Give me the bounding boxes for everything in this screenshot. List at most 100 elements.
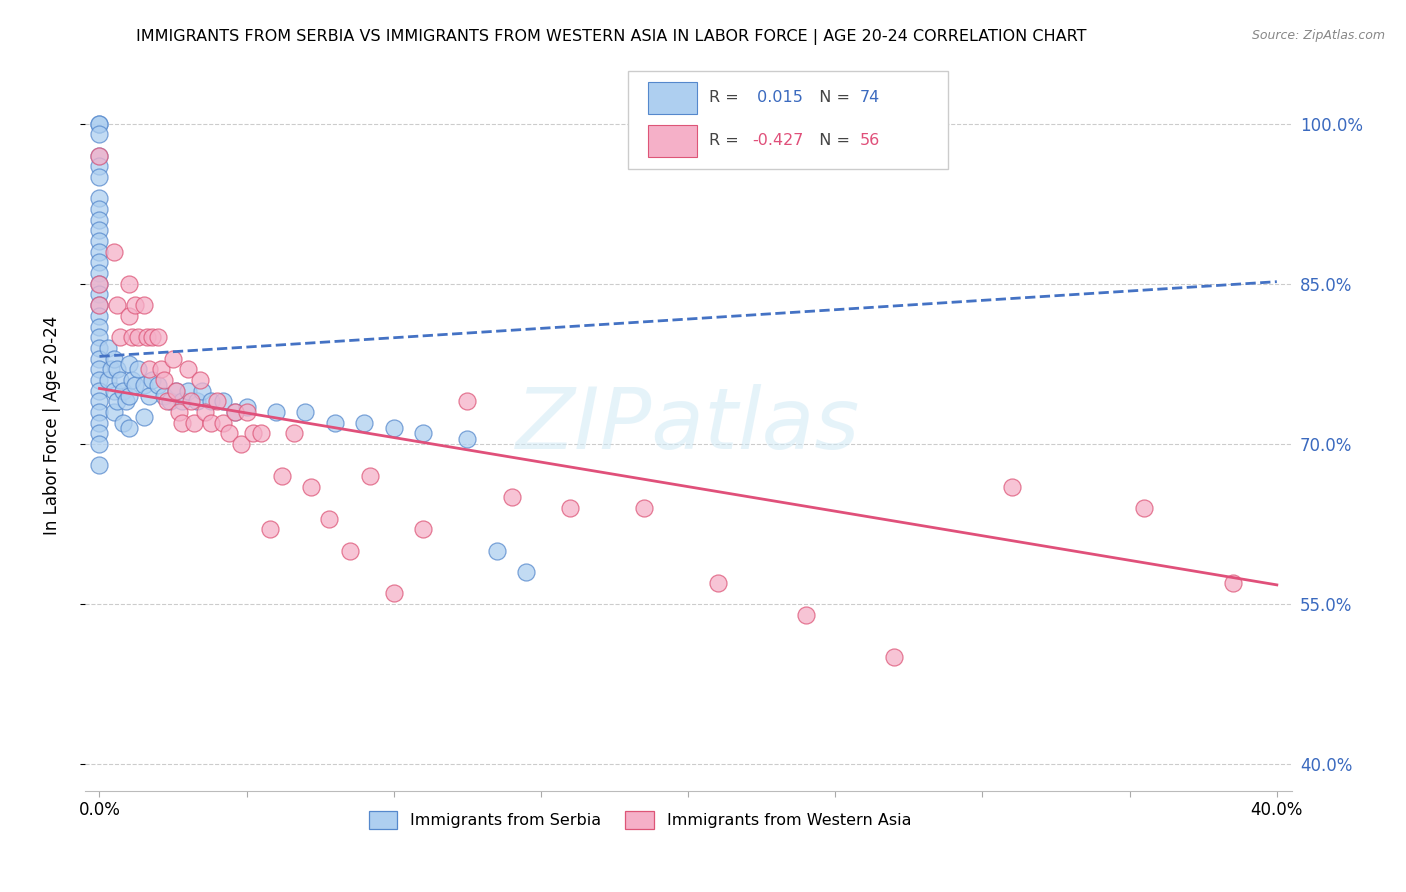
Point [165,384,187,398]
Point [115,394,138,409]
Point [135,330,157,344]
Point [124,298,146,312]
Point [89,191,111,205]
Point [127,362,149,376]
Point [89,266,111,280]
Point [132,410,155,425]
Point [89,277,111,291]
Point [318,511,340,525]
Point [89,223,111,237]
Point [271,469,294,483]
Point [89,234,111,248]
Point [299,480,322,494]
Text: 74: 74 [859,90,880,105]
Point [138,389,160,403]
Point [229,437,252,451]
Point [180,394,202,409]
Point [339,543,361,558]
Text: N =: N = [808,134,855,148]
Point [89,341,111,355]
Point [165,384,187,398]
Point [89,309,111,323]
Point [105,394,128,409]
Point [118,309,141,323]
Point [89,373,111,387]
Point [412,426,434,441]
Point [103,351,125,366]
Point [456,432,478,446]
Point [194,405,217,419]
Point [141,330,163,344]
Text: N =: N = [808,90,855,105]
Point [124,378,146,392]
Point [105,362,128,376]
Point [212,416,235,430]
Point [103,244,125,259]
Text: Source: ZipAtlas.com: Source: ZipAtlas.com [1251,29,1385,42]
Point [515,565,537,579]
Point [188,373,211,387]
Point [89,128,111,142]
Point [132,378,155,392]
Point [186,394,208,409]
Point [170,394,193,409]
Point [141,373,163,387]
Text: R =: R = [709,90,744,105]
Point [111,416,134,430]
Point [100,362,122,376]
Point [224,405,246,419]
Point [89,351,111,366]
Point [170,416,193,430]
Point [200,394,222,409]
Point [97,373,120,387]
Point [212,394,235,409]
Point [121,330,143,344]
Point [1133,501,1156,516]
Point [218,426,240,441]
Point [560,501,582,516]
Point [89,458,111,473]
Point [382,421,405,435]
Point [200,416,222,430]
Point [108,373,131,387]
Point [97,341,120,355]
Point [89,169,111,184]
Point [89,160,111,174]
Point [89,394,111,409]
Point [89,330,111,344]
Point [250,426,273,441]
Point [89,202,111,216]
Point [89,244,111,259]
Point [191,384,214,398]
Point [89,298,111,312]
Point [242,426,264,441]
Point [89,149,111,163]
Point [89,287,111,301]
Legend: Immigrants from Serbia, Immigrants from Western Asia: Immigrants from Serbia, Immigrants from … [363,805,918,836]
Point [103,384,125,398]
Point [153,373,176,387]
Point [294,405,316,419]
Y-axis label: In Labor Force | Age 20-24: In Labor Force | Age 20-24 [44,316,60,535]
Point [456,394,478,409]
Point [89,277,111,291]
Point [264,405,287,419]
Point [105,298,128,312]
Point [118,277,141,291]
Point [103,405,125,419]
Point [205,394,228,409]
Point [127,330,149,344]
Point [706,575,728,590]
Point [177,384,200,398]
Text: 56: 56 [859,134,880,148]
Point [89,426,111,441]
Point [883,650,905,665]
Point [89,149,111,163]
Point [118,357,141,371]
Point [89,117,111,131]
Point [501,491,523,505]
Text: -0.427: -0.427 [752,134,803,148]
Point [183,416,205,430]
Point [89,298,111,312]
Point [235,400,257,414]
